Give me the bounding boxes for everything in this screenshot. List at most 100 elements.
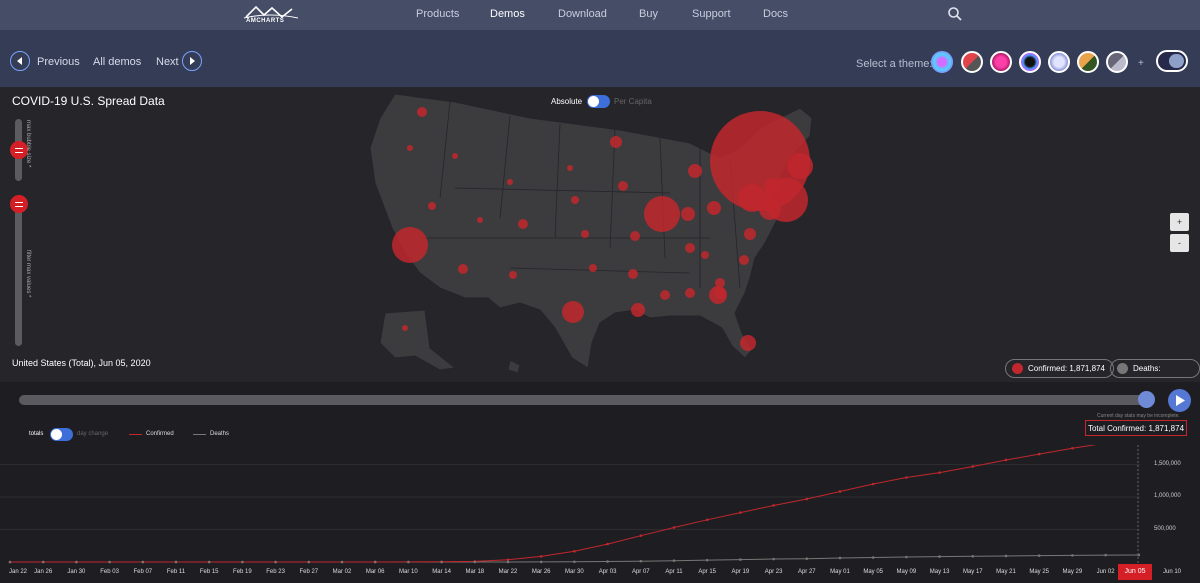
map-bubble bbox=[402, 325, 408, 331]
theme-swatch-2[interactable] bbox=[961, 51, 983, 73]
theme-swatch-6[interactable] bbox=[1077, 51, 1099, 73]
add-theme-plus[interactable]: + bbox=[1138, 58, 1144, 69]
map-bubble bbox=[628, 269, 638, 279]
previous-label[interactable]: Previous bbox=[37, 56, 80, 68]
confirmed-dot-icon bbox=[1012, 363, 1023, 374]
date-scrollbar-grip[interactable] bbox=[1138, 391, 1155, 408]
chart-tooltip: Total Confirmed: 1,871,874 bbox=[1085, 420, 1187, 436]
deaths-button[interactable]: Deaths: 108,163 bbox=[1110, 359, 1200, 390]
x-tick-label: Feb 23 bbox=[266, 569, 285, 575]
point-confirmed bbox=[573, 549, 576, 553]
x-tick-label: Mar 02 bbox=[332, 569, 352, 575]
x-tick-label: Feb 07 bbox=[133, 569, 153, 575]
legend-deaths-swatch[interactable] bbox=[193, 434, 206, 435]
nav-link-download[interactable]: Download bbox=[558, 8, 607, 20]
legend-confirmed-swatch[interactable] bbox=[129, 434, 142, 435]
point-deaths bbox=[1071, 554, 1074, 557]
x-tick-label: Mar 18 bbox=[465, 569, 485, 575]
legend-deaths[interactable]: Deaths bbox=[210, 431, 230, 437]
map-bubble bbox=[631, 303, 645, 317]
y-tick-label: 1,500,000 bbox=[1154, 460, 1181, 467]
us-map[interactable] bbox=[360, 88, 830, 380]
zoom-out-button[interactable]: - bbox=[1170, 234, 1189, 252]
map-bubble bbox=[509, 271, 517, 279]
theme-swatch-5[interactable] bbox=[1048, 51, 1070, 73]
top-nav bbox=[0, 0, 1200, 30]
theme-swatch-4[interactable] bbox=[1019, 51, 1041, 73]
map-bubble bbox=[581, 230, 589, 238]
point-confirmed bbox=[838, 490, 842, 493]
x-tick-label: Apr 15 bbox=[698, 569, 717, 575]
absolute-per-capita-toggle[interactable] bbox=[587, 95, 610, 108]
timeline-chart[interactable] bbox=[0, 445, 1200, 565]
point-deaths bbox=[838, 556, 842, 560]
toggle-knob bbox=[588, 96, 599, 107]
x-tick-label: May 01 bbox=[830, 569, 850, 575]
point-confirmed bbox=[705, 518, 709, 522]
point-deaths bbox=[307, 560, 311, 564]
map-bubble bbox=[618, 181, 628, 191]
point-deaths bbox=[207, 560, 211, 564]
bubble-size-slider-handle[interactable] bbox=[10, 141, 28, 159]
theme-swatch-1[interactable] bbox=[931, 51, 953, 73]
x-tick-label: Mar 30 bbox=[565, 569, 584, 575]
x-tick-label: Feb 03 bbox=[100, 569, 119, 575]
next-label[interactable]: Next bbox=[156, 56, 179, 68]
search-icon[interactable] bbox=[947, 6, 963, 22]
x-tick-label: Jun 02 bbox=[1096, 569, 1115, 575]
x-tick-label: Mar 10 bbox=[399, 569, 418, 575]
point-deaths bbox=[672, 559, 676, 562]
point-deaths bbox=[141, 560, 145, 564]
theme-swatch-3[interactable] bbox=[990, 51, 1012, 73]
point-confirmed bbox=[672, 526, 676, 529]
previous-button[interactable] bbox=[10, 51, 30, 71]
date-scrollbar[interactable] bbox=[19, 395, 1147, 405]
map-bubble bbox=[417, 107, 427, 117]
point-deaths bbox=[606, 560, 609, 563]
theme-swatch-7[interactable] bbox=[1106, 51, 1128, 73]
x-tick-label: May 17 bbox=[962, 569, 983, 575]
play-button[interactable] bbox=[1168, 389, 1191, 412]
logo-text: AMCHARTS bbox=[246, 18, 285, 24]
next-button[interactable] bbox=[182, 51, 202, 71]
nav-link-docs[interactable]: Docs bbox=[763, 8, 789, 20]
zoom-in-button[interactable]: + bbox=[1170, 213, 1189, 231]
nav-link-buy[interactable]: Buy bbox=[639, 8, 658, 20]
nav-link-demos[interactable]: Demos bbox=[490, 8, 525, 20]
map-bubble bbox=[452, 153, 458, 159]
legend-confirmed[interactable]: Confirmed bbox=[146, 431, 174, 437]
point-deaths bbox=[573, 560, 576, 564]
filter-values-slider-handle[interactable] bbox=[10, 195, 28, 213]
triangle-left-icon bbox=[17, 57, 22, 65]
dark-mode-toggle[interactable] bbox=[1156, 50, 1188, 72]
point-deaths bbox=[1004, 554, 1008, 558]
totals-day-change-toggle[interactable] bbox=[50, 428, 73, 441]
nav-link-support[interactable]: Support bbox=[692, 8, 731, 20]
point-deaths bbox=[639, 559, 643, 563]
map-bubble bbox=[567, 165, 573, 171]
map-bubble bbox=[477, 217, 483, 223]
selected-date-badge[interactable]: Jun 05 bbox=[1118, 564, 1152, 580]
x-tick-label: Apr 03 bbox=[598, 569, 617, 575]
nav-link-products[interactable]: Products bbox=[416, 8, 460, 20]
filter-values-slider[interactable] bbox=[15, 197, 22, 346]
amcharts-logo-icon[interactable] bbox=[242, 3, 302, 27]
point-deaths bbox=[241, 560, 244, 564]
point-deaths bbox=[971, 554, 975, 558]
point-deaths bbox=[75, 560, 78, 564]
point-confirmed bbox=[1037, 452, 1041, 456]
point-confirmed bbox=[805, 497, 809, 501]
x-tick-label: Apr 11 bbox=[665, 569, 683, 575]
map-bubble bbox=[744, 228, 756, 240]
confirmed-button[interactable]: Confirmed: 1,871,874 bbox=[1005, 359, 1114, 378]
absolute-label: Absolute bbox=[551, 97, 583, 106]
confirmed-value: Confirmed: 1,871,874 bbox=[1028, 364, 1105, 373]
point-deaths bbox=[407, 560, 410, 564]
map-bubble bbox=[392, 227, 428, 263]
point-confirmed bbox=[1071, 446, 1074, 450]
x-tick-label: May 25 bbox=[1029, 569, 1050, 575]
x-tick-label: Apr 07 bbox=[631, 569, 650, 575]
theme-label: Select a theme: bbox=[856, 58, 933, 70]
all-demos-link[interactable]: All demos bbox=[93, 56, 142, 68]
point-deaths bbox=[41, 560, 45, 564]
